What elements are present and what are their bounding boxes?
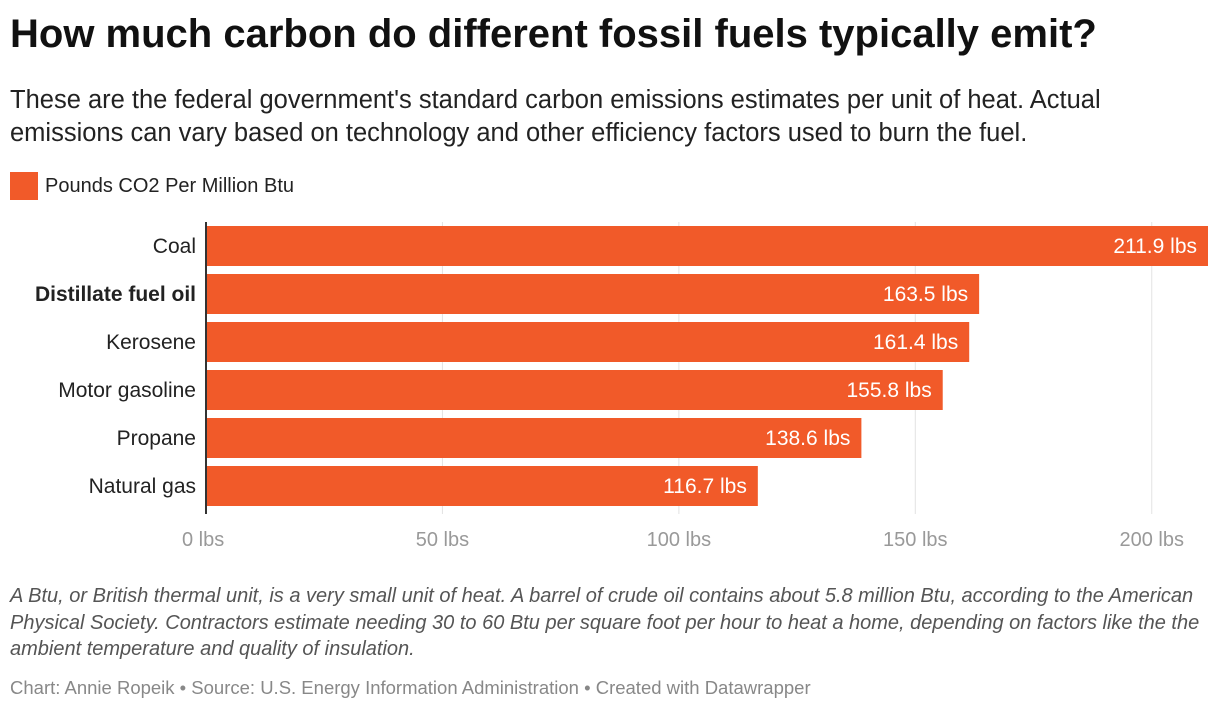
value-label: 155.8 lbs <box>846 379 931 402</box>
bar <box>206 226 1208 266</box>
chart-title: How much carbon do different fossil fuel… <box>10 12 1097 56</box>
x-tick-label: 0 lbs <box>182 529 224 551</box>
chart-subtitle: These are the federal government's stand… <box>10 86 1101 147</box>
bar <box>206 466 758 506</box>
category-label: Natural gas <box>89 475 196 498</box>
bar-chart: 0 lbs 50 lbs 100 lbs 150 lbs 200 lbs Coal 211.… <box>35 222 1208 551</box>
bar <box>206 418 862 458</box>
bar <box>206 370 943 410</box>
category-label: Coal <box>153 235 196 258</box>
category-label: Motor gasoline <box>58 379 196 402</box>
category-label: Distillate fuel oil <box>35 283 196 306</box>
x-tick-label: 150 lbs <box>883 529 948 551</box>
x-tick-label: 50 lbs <box>416 529 469 551</box>
value-label: 211.9 lbs <box>1113 235 1197 258</box>
category-label: Propane <box>117 427 196 450</box>
x-tick-label: 200 lbs <box>1119 529 1184 551</box>
category-label: Kerosene <box>106 331 196 354</box>
legend: Pounds CO2 Per Million Btu <box>10 172 294 200</box>
chart-notes: A Btu, or British thermal unit, is a ver… <box>10 585 1200 660</box>
bar <box>206 322 970 362</box>
legend-swatch <box>10 172 38 200</box>
chart-byline: Chart: Annie Ropeik • Source: U.S. Energ… <box>10 677 811 698</box>
x-tick-label: 100 lbs <box>647 529 712 551</box>
value-label: 163.5 lbs <box>883 283 968 306</box>
legend-label: Pounds CO2 Per Million Btu <box>45 174 295 197</box>
value-label: 161.4 lbs <box>873 331 958 354</box>
bar <box>206 274 980 314</box>
value-label: 116.7 lbs <box>663 475 747 498</box>
value-label: 138.6 lbs <box>765 427 850 450</box>
